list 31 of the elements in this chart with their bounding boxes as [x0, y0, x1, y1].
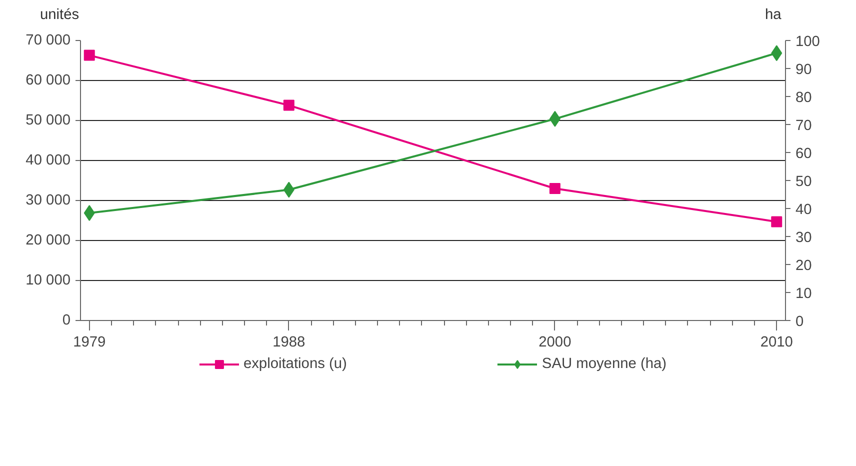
y2-tick-label: 90 [796, 62, 812, 78]
x-tick-label: 2010 [760, 334, 793, 350]
point [283, 100, 294, 111]
y-tick-label: 10 000 [26, 272, 70, 288]
x-tick-label: 1979 [73, 334, 106, 350]
point [84, 50, 95, 61]
y2-tick-label: 100 [796, 34, 820, 50]
y-tick-label: 60 000 [26, 72, 70, 88]
legend-label: SAU moyenne (ha) [542, 356, 667, 372]
y2-tick-label: 50 [796, 174, 812, 190]
point [771, 216, 782, 228]
y2-tick-label: 80 [796, 90, 812, 106]
point [549, 183, 560, 194]
legend-label: exploitations (u) [243, 356, 347, 372]
y2-tick-label: 30 [796, 230, 812, 246]
y-tick-label: 40 000 [26, 152, 70, 168]
y2-tick-label: 70 [796, 118, 812, 134]
y2-tick-label: 0 [796, 314, 804, 330]
x-tick-label: 1988 [272, 334, 306, 350]
y-tick-label: 30 000 [26, 192, 70, 208]
y2-tick-label: 40 [796, 202, 812, 218]
y2-axis-title: ha [765, 6, 782, 25]
y2-tick-label: 20 [796, 258, 812, 274]
y2-tick-label: 60 [796, 146, 812, 162]
y-tick-label: 20 000 [26, 232, 70, 248]
y-tick-label: 70 000 [26, 32, 70, 48]
y-tick-label: 0 [62, 312, 71, 328]
y-tick-label: 50 000 [26, 112, 70, 128]
y2-tick-label: 10 [796, 286, 812, 302]
y-axis-title: unités [40, 6, 80, 25]
x-tick-label: 2000 [538, 334, 572, 350]
